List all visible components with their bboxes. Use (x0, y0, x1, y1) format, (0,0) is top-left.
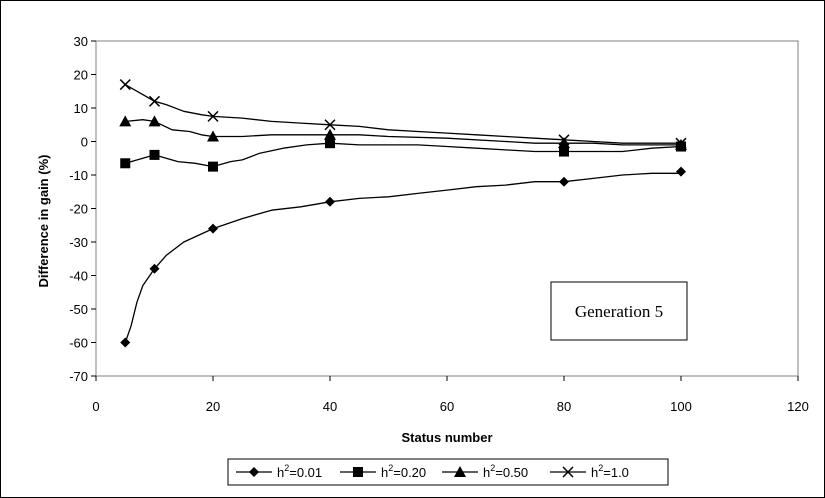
plot-area (95, 40, 799, 377)
legend-marker (353, 467, 363, 477)
y-tick-label: -60 (69, 336, 88, 351)
x-tick-label: 60 (440, 399, 454, 414)
data-point-square (120, 158, 131, 169)
x-axis-title: Status number (401, 430, 492, 445)
legend-box (227, 458, 669, 486)
y-tick-label: 20 (74, 68, 88, 83)
data-point-square (325, 138, 335, 149)
y-tick-label: -50 (69, 302, 88, 317)
y-tick-label: -10 (69, 168, 88, 183)
y-tick-label: 0 (81, 135, 88, 150)
data-point-diamond (120, 337, 131, 348)
legend-marker (249, 467, 259, 477)
x-tick-label: 120 (787, 399, 809, 414)
x-tick-label: 100 (670, 399, 692, 414)
data-point-square (559, 146, 569, 157)
y-tick-label: 30 (74, 34, 88, 49)
data-point-diamond (676, 166, 686, 177)
data-point-x (148, 95, 161, 107)
legend-label: h2=0.50 (483, 463, 528, 480)
data-point-triangle (558, 137, 570, 149)
data-point-diamond (325, 196, 335, 207)
data-point-diamond (149, 263, 160, 274)
annotation-label: Generation 5 (575, 302, 663, 321)
series-line (124, 84, 681, 144)
legend-label: h2=0.01 (277, 463, 322, 480)
data-point-triangle (324, 128, 336, 140)
y-tick-label: 10 (74, 101, 88, 116)
data-point-triangle (148, 115, 161, 127)
annotation-box (550, 281, 688, 341)
data-point-square (149, 149, 160, 160)
data-point-x (207, 110, 219, 122)
series-h2=0.50 (119, 115, 687, 150)
y-axis-ticks: 30 20 10 0 -10 -20 -30 -40 -50 -60 -70 (69, 34, 96, 384)
legend-item: h2=0.20 (340, 463, 426, 480)
y-tick-label: -30 (69, 235, 88, 250)
legend: h2=0.01 h2=0.20 h2=0.50 h2=1.0 (227, 458, 669, 486)
y-tick-label: -20 (69, 202, 88, 217)
legend-label: h2=1.0 (591, 463, 629, 480)
plot-border (95, 40, 799, 377)
series-line (125, 119, 681, 146)
legend-item: h2=1.0 (550, 463, 629, 480)
x-tick-label: 40 (323, 399, 337, 414)
y-tick-label: -40 (69, 269, 88, 284)
series-h2=1.0 (119, 79, 687, 149)
y-axis-title: Difference in gain (%) (36, 155, 51, 288)
legend-label: h2=0.20 (381, 463, 426, 480)
series-layer (119, 79, 687, 348)
data-point-triangle (207, 130, 219, 142)
data-point-triangle (119, 115, 132, 127)
series-h2=0.01 (120, 166, 686, 348)
legend-marker (562, 466, 574, 478)
x-tick-label: 80 (557, 399, 571, 414)
x-tick-label: 0 (92, 399, 99, 414)
data-point-x (324, 119, 336, 131)
data-point-x (119, 79, 131, 91)
data-point-square (208, 161, 218, 172)
legend-item: h2=0.50 (442, 463, 528, 480)
data-point-diamond (208, 223, 218, 234)
legend-marker (454, 466, 466, 477)
data-point-x (558, 134, 570, 146)
legend-item: h2=0.01 (236, 463, 322, 480)
data-point-x (675, 137, 687, 149)
y-tick-label: -70 (69, 369, 88, 384)
data-point-diamond (559, 176, 569, 187)
x-axis-ticks: 0 20 40 60 80 100 120 (92, 376, 809, 414)
x-tick-label: 20 (206, 399, 220, 414)
